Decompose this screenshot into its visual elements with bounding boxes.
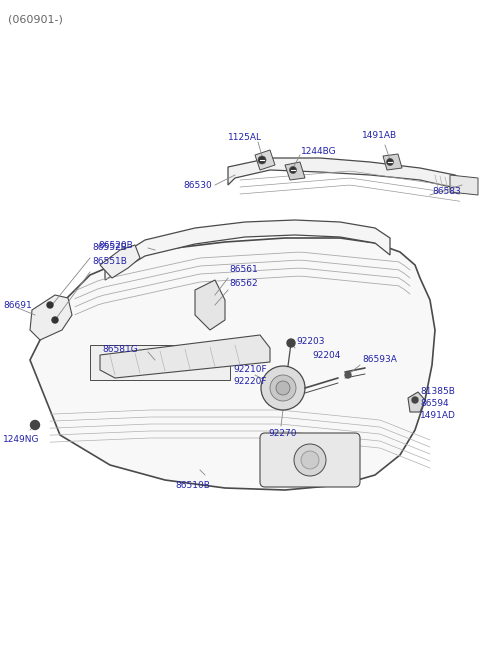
Circle shape bbox=[412, 397, 418, 403]
Circle shape bbox=[289, 166, 297, 174]
Text: 86562: 86562 bbox=[229, 278, 258, 288]
Text: 86520B: 86520B bbox=[98, 242, 133, 250]
PathPatch shape bbox=[228, 158, 465, 192]
PathPatch shape bbox=[285, 162, 305, 180]
Circle shape bbox=[47, 302, 53, 308]
PathPatch shape bbox=[90, 345, 230, 380]
PathPatch shape bbox=[255, 150, 275, 170]
Circle shape bbox=[261, 366, 305, 410]
Text: 1244BG: 1244BG bbox=[301, 147, 336, 157]
Text: 86530: 86530 bbox=[183, 181, 212, 189]
PathPatch shape bbox=[450, 175, 478, 195]
PathPatch shape bbox=[105, 220, 390, 280]
PathPatch shape bbox=[195, 280, 225, 330]
Circle shape bbox=[52, 317, 58, 323]
Circle shape bbox=[270, 375, 296, 401]
Text: 1249NG: 1249NG bbox=[3, 436, 39, 445]
Circle shape bbox=[386, 159, 394, 166]
Text: 86552B: 86552B bbox=[92, 244, 127, 252]
PathPatch shape bbox=[100, 335, 270, 378]
Circle shape bbox=[258, 156, 266, 164]
Text: 92210F: 92210F bbox=[233, 365, 266, 375]
Text: 86691: 86691 bbox=[3, 301, 32, 310]
Text: 92270: 92270 bbox=[268, 430, 297, 438]
Text: 81385B: 81385B bbox=[420, 388, 455, 396]
Text: 86593A: 86593A bbox=[362, 356, 397, 364]
Text: 86581G: 86581G bbox=[102, 345, 138, 354]
PathPatch shape bbox=[383, 154, 402, 170]
FancyBboxPatch shape bbox=[260, 433, 360, 487]
Circle shape bbox=[287, 339, 295, 347]
Text: 86583: 86583 bbox=[432, 187, 461, 196]
PathPatch shape bbox=[30, 295, 72, 340]
Text: 92203: 92203 bbox=[296, 337, 324, 346]
Text: 86561: 86561 bbox=[229, 265, 258, 274]
Text: 86510B: 86510B bbox=[175, 481, 210, 489]
Text: 86594: 86594 bbox=[420, 400, 449, 409]
Text: TOYO: TOYO bbox=[152, 360, 168, 364]
Text: 1125AL: 1125AL bbox=[228, 134, 262, 143]
Circle shape bbox=[345, 372, 351, 378]
Text: (060901-): (060901-) bbox=[8, 14, 63, 24]
Circle shape bbox=[294, 444, 326, 476]
Text: 1491AD: 1491AD bbox=[420, 411, 456, 421]
PathPatch shape bbox=[100, 245, 140, 278]
Text: 1491AB: 1491AB bbox=[362, 130, 397, 140]
Text: 86551B: 86551B bbox=[92, 257, 127, 267]
PathPatch shape bbox=[408, 392, 425, 412]
Circle shape bbox=[276, 381, 290, 395]
Text: 92204: 92204 bbox=[312, 352, 340, 360]
Circle shape bbox=[31, 421, 39, 430]
Text: 92220F: 92220F bbox=[233, 377, 266, 386]
Circle shape bbox=[301, 451, 319, 469]
PathPatch shape bbox=[30, 238, 435, 490]
